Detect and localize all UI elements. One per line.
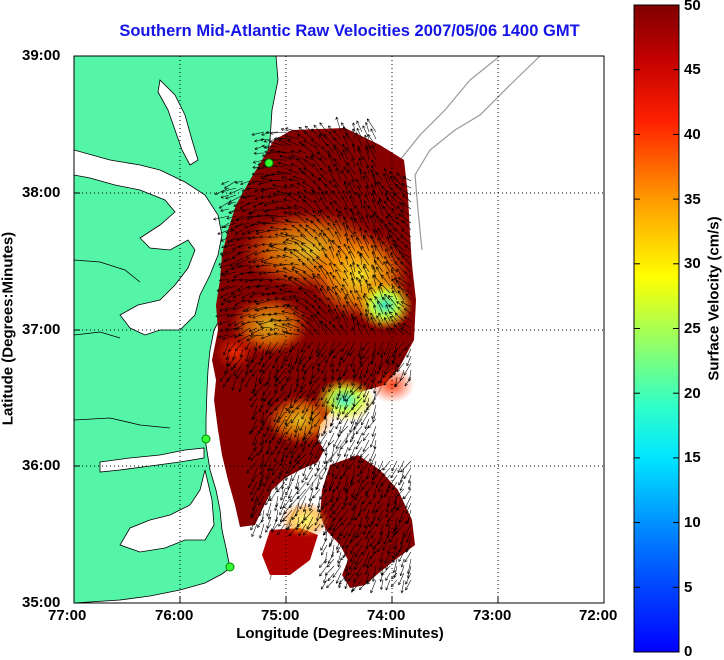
plot-title: Southern Mid-Atlantic Raw Velocities 200… <box>119 22 580 40</box>
colorbar-tick: 50 <box>684 0 701 14</box>
y-axis-label: Latitude (Degrees:Minutes) <box>0 231 17 426</box>
x-tick: 75:00 <box>261 607 300 624</box>
colorbar-tick: 40 <box>684 126 701 143</box>
colorbar-tick: 30 <box>684 255 701 272</box>
colorbar-tick: 10 <box>684 514 701 531</box>
x-tick: 73:00 <box>473 607 512 624</box>
station-marker <box>201 434 211 444</box>
colorbar <box>633 4 680 653</box>
colorbar-label: Surface Velocity (cm/s) <box>705 216 723 381</box>
velocity-arrow-field <box>213 116 412 594</box>
colorbar-tick: 45 <box>684 61 701 78</box>
colorbar-tick: 35 <box>684 191 701 208</box>
x-tick: 74:00 <box>367 607 406 624</box>
colorbar-tick: 20 <box>684 385 701 402</box>
velocity-tail <box>262 528 318 575</box>
depth-contour <box>414 56 541 251</box>
chesapeake-bay <box>74 149 223 336</box>
colorbar-tick: 0 <box>684 643 693 660</box>
x-tick: 72:00 <box>579 607 618 624</box>
grid <box>74 56 604 603</box>
bay-upper <box>157 79 199 166</box>
y-tick: 38:00 <box>22 184 61 201</box>
y-tick: 39:00 <box>22 47 61 64</box>
colorbar-tick: 5 <box>684 579 693 596</box>
river <box>74 259 171 429</box>
x-axis-label: Longitude (Degrees:Minutes) <box>236 625 444 642</box>
colorbar-tick: 25 <box>684 320 701 337</box>
colorbar-tick: 15 <box>684 449 701 466</box>
x-tick: 77:00 <box>48 607 87 624</box>
y-tick: 36:00 <box>22 457 61 474</box>
pamlico-sound <box>119 469 215 553</box>
colorbar-ticks <box>634 4 679 653</box>
x-tick: 76:00 <box>155 607 194 624</box>
velocity-field <box>212 116 416 594</box>
velocity-vectors <box>213 116 412 594</box>
station-marker <box>225 562 235 572</box>
station-marker <box>264 158 274 168</box>
y-tick: 37:00 <box>22 321 61 338</box>
tick-marks <box>74 192 499 603</box>
y-tick: 35:00 <box>22 594 61 611</box>
